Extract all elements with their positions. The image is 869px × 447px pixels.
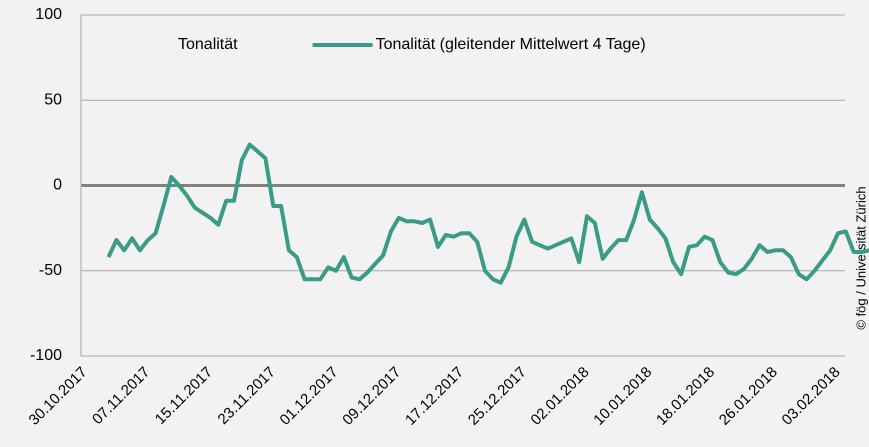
y-tick-label: 100: [35, 6, 62, 23]
y-tick-label: -100: [30, 347, 62, 364]
y-tick-label: 0: [53, 177, 62, 194]
credit: © fög / Universität Zürich: [853, 186, 868, 329]
legend-label: Tonalität (gleitender Mittelwert 4 Tage): [376, 36, 646, 53]
y-tick-label: -50: [39, 262, 62, 279]
y-tick-label: 50: [44, 91, 62, 108]
series-line: [106, 142, 869, 285]
legend-label: Tonalität: [178, 36, 238, 53]
